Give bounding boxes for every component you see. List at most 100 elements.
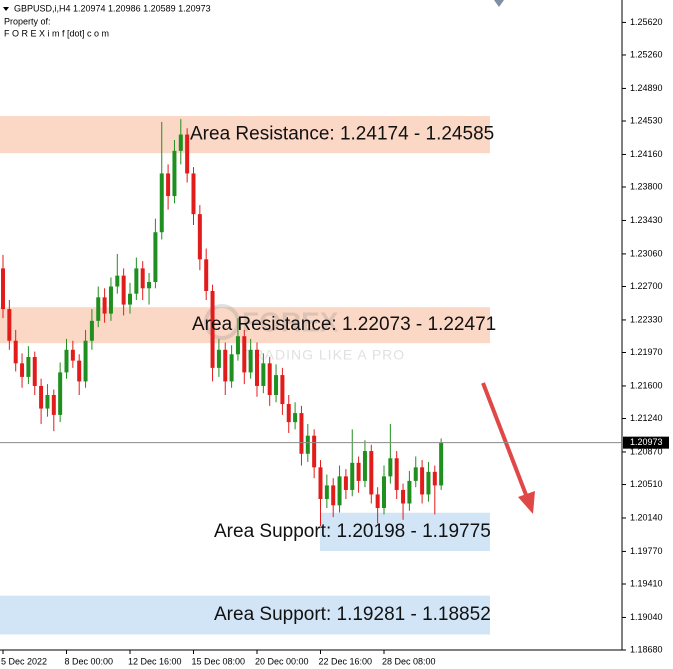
candle-body [70,349,75,361]
zone-label: Area Resistance: 1.24174 - 1.24585 [190,124,494,145]
candle-body [420,467,425,495]
candle-body [1,268,5,310]
candle-body [102,297,107,314]
zone [320,512,490,551]
candle-body [267,363,272,395]
candle-body [356,462,361,481]
candle-body [343,476,348,490]
candle-body [172,150,177,197]
candle-body [394,458,399,490]
candle-body [388,458,393,477]
candle-body [426,471,431,495]
x-tick-label: 20 Dec 00:00 [255,656,309,666]
x-tick-label: 8 Dec 00:00 [65,656,114,666]
candle-body [159,173,164,233]
candle-body [13,340,18,364]
y-tick-label: 1.19410 [630,578,663,588]
dropdown-icon [3,7,9,11]
y-tick-label: 1.22330 [630,314,663,324]
y-tick-label: 1.25620 [630,17,663,27]
y-tick-label: 1.21970 [630,347,663,357]
candle-body [248,349,253,373]
candle-body [20,363,25,377]
y-tick-label: 1.22700 [630,281,663,291]
candle-body [7,309,12,341]
candle-body [274,375,279,395]
candle-body [45,394,50,409]
zone [0,595,490,635]
candle-body [51,394,56,415]
candle-body [318,467,323,499]
candle-body [280,375,285,405]
y-tick-label: 1.20510 [630,479,663,489]
candle-body [375,494,380,509]
candle-body [121,275,126,305]
candle-body [197,214,202,260]
candle-body [39,385,44,409]
candle-body [64,349,69,373]
y-tick-label: 1.24890 [630,83,663,93]
candle-body [191,173,196,215]
candle-body [362,451,367,481]
y-tick-label: 1.23800 [630,181,663,191]
x-tick-label: 5 Dec 2022 [1,656,47,666]
candle-body [242,336,247,373]
y-tick-label: 1.23060 [630,248,663,258]
candles [1,119,444,527]
watermark-title: FOREX [242,306,339,337]
candle-body [299,413,304,454]
candle-body [432,471,437,486]
y-tick-label: 1.23430 [630,215,663,225]
candle-body [108,286,113,314]
candle-body [337,476,342,506]
chart-subtitle: Property of: [4,16,51,26]
candle-body [140,268,145,289]
candle-body [350,462,355,490]
y-tick-label: 1.25260 [630,49,663,59]
y-tick-label: 1.21240 [630,413,663,423]
source: F O R E X i m f [dot] c o m [4,28,109,38]
candle-body [223,349,228,382]
x-tick-label: 15 Dec 08:00 [192,656,246,666]
candle-body [210,290,215,368]
y-tick-label: 1.19770 [630,546,663,556]
candle-body [32,357,37,386]
zone-label: Area Support: 1.20198 - 1.19775 [214,521,491,542]
candle-body [89,320,94,341]
x-tick-label: 22 Dec 16:00 [319,656,373,666]
current-price-label: 1.20973 [630,437,663,447]
candle-body [312,435,317,468]
candle-body [401,489,406,504]
candle-body [147,281,152,289]
candle-body [382,476,386,509]
candle-body [58,372,63,415]
trend-arrow [481,382,530,501]
y-tick-label: 1.24530 [630,115,663,125]
candle-body [413,467,418,481]
candle-body [324,485,329,499]
candle-body [293,413,298,423]
candle-body [96,297,101,321]
candle-body [369,451,374,495]
shift-marker [494,0,504,7]
y-tick-label: 1.20870 [630,446,663,456]
candle-body [153,232,158,282]
candle-body [331,485,336,506]
y-tick-label: 1.20140 [630,512,663,522]
candle-body [204,259,209,291]
candle-body [261,363,266,386]
candle-body [235,336,240,355]
x-tick-label: 12 Dec 16:00 [128,656,182,666]
candle-body [305,435,310,454]
candle-body [178,134,183,151]
y-tick-label: 1.24160 [630,149,663,159]
zone-label: Area Resistance: 1.22073 - 1.22471 [192,314,496,335]
y-tick-label: 1.18680 [630,644,663,654]
current-price-box [623,436,669,449]
zone-label: Area Support: 1.19281 - 1.18852 [214,604,491,625]
candle-body [439,442,444,486]
zone [0,116,490,154]
x-tick-label: 28 Dec 08:00 [382,656,436,666]
candle-body [166,173,171,197]
